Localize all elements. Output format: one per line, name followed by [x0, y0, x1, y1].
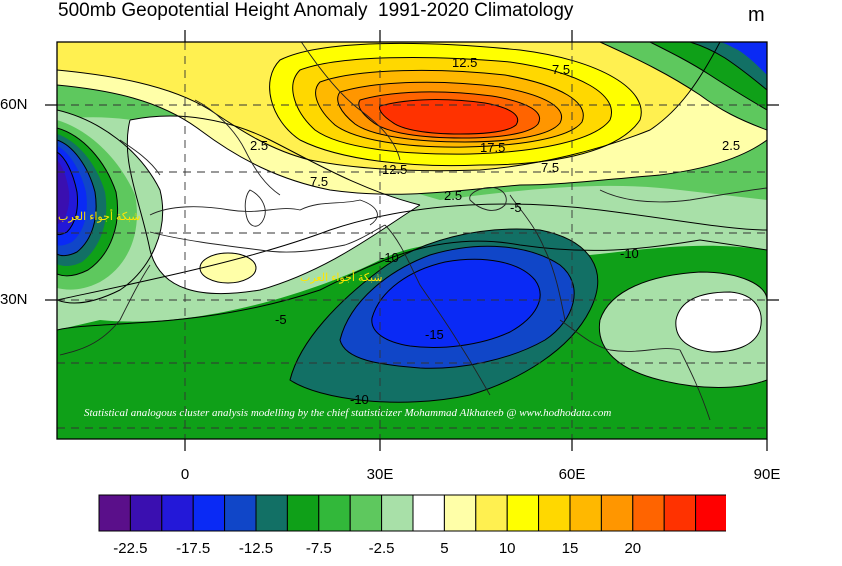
watermark-arabic: شبكة أجواء العرب — [58, 211, 141, 223]
contour-label: 7.5 — [541, 160, 559, 175]
colorbar-swatch — [663, 494, 697, 532]
lat-label-30n: 30N — [0, 291, 28, 308]
colorbar-swatch — [98, 494, 131, 532]
colorbar-swatch — [569, 494, 602, 532]
colorbar-swatch — [318, 494, 351, 532]
lon-label-60e: 60E — [558, 466, 586, 483]
contour-label: 7.5 — [310, 174, 328, 189]
colorbar-swatch — [632, 494, 665, 532]
lon-label-90e: 90E — [753, 466, 781, 483]
colorbar-swatch — [349, 494, 383, 532]
lon-label-0: 0 — [180, 466, 190, 483]
colorbar-swatch — [475, 494, 508, 532]
contour-label: 12.5 — [382, 162, 407, 177]
credit-text: Statistical analogous cluster analysis m… — [84, 407, 612, 419]
contour-label: -15 — [425, 327, 444, 342]
lon-label-30e: 30E — [366, 466, 394, 483]
contour-label: -5 — [275, 312, 287, 327]
colorbar-swatch — [255, 494, 288, 532]
colorbar-tick-label: -22.5 — [113, 540, 148, 557]
colorbar-swatch — [161, 494, 194, 532]
colorbar-tick-label: -17.5 — [176, 540, 211, 557]
colorbar-tick-label: 10 — [498, 540, 516, 557]
colorbar-tick-label: -12.5 — [238, 540, 274, 557]
contour-label: 7.5 — [552, 62, 570, 77]
map-title: 500mb Geopotential Height Anomaly 1991-2… — [58, 0, 574, 21]
colorbar-swatch — [600, 494, 634, 532]
colorbar-swatch — [538, 494, 571, 532]
colorbar-swatch — [224, 494, 257, 532]
colorbar-swatch — [506, 494, 540, 532]
contour-label: 2.5 — [722, 138, 740, 153]
field-white-zone — [127, 116, 421, 294]
contour-label: 12.5 — [452, 55, 477, 70]
colorbar-tick-label: 20 — [624, 540, 642, 557]
contour-label: 17.5 — [480, 140, 505, 155]
contour-label: 2.5 — [444, 188, 462, 203]
colorbar-tick-label: -7.5 — [305, 540, 332, 557]
colorbar-swatch — [381, 494, 414, 532]
watermark-arabic: شبكة أجواء العرب — [300, 272, 383, 284]
colorbar-swatch — [129, 494, 163, 532]
contour-label: -10 — [350, 392, 369, 407]
colorbar-swatch — [695, 494, 726, 532]
colorbar-swatch — [412, 494, 445, 532]
contour-label: -10 — [620, 246, 639, 261]
contour-label: 2.5 — [250, 138, 268, 153]
contour-label: -5 — [510, 200, 522, 215]
colorbar-tick-label: -2.5 — [368, 540, 395, 557]
contour-label: -10 — [380, 250, 399, 265]
colorbar-swatch — [192, 494, 226, 532]
colorbar-swatch — [286, 494, 320, 532]
colorbar-tick-label: 5 — [440, 540, 449, 557]
units-label: m — [748, 4, 765, 26]
colorbar-tick-label: 15 — [561, 540, 579, 557]
colorbar-swatch — [443, 494, 477, 532]
colorbar — [98, 494, 726, 532]
lat-label-60n: 60N — [0, 96, 28, 113]
